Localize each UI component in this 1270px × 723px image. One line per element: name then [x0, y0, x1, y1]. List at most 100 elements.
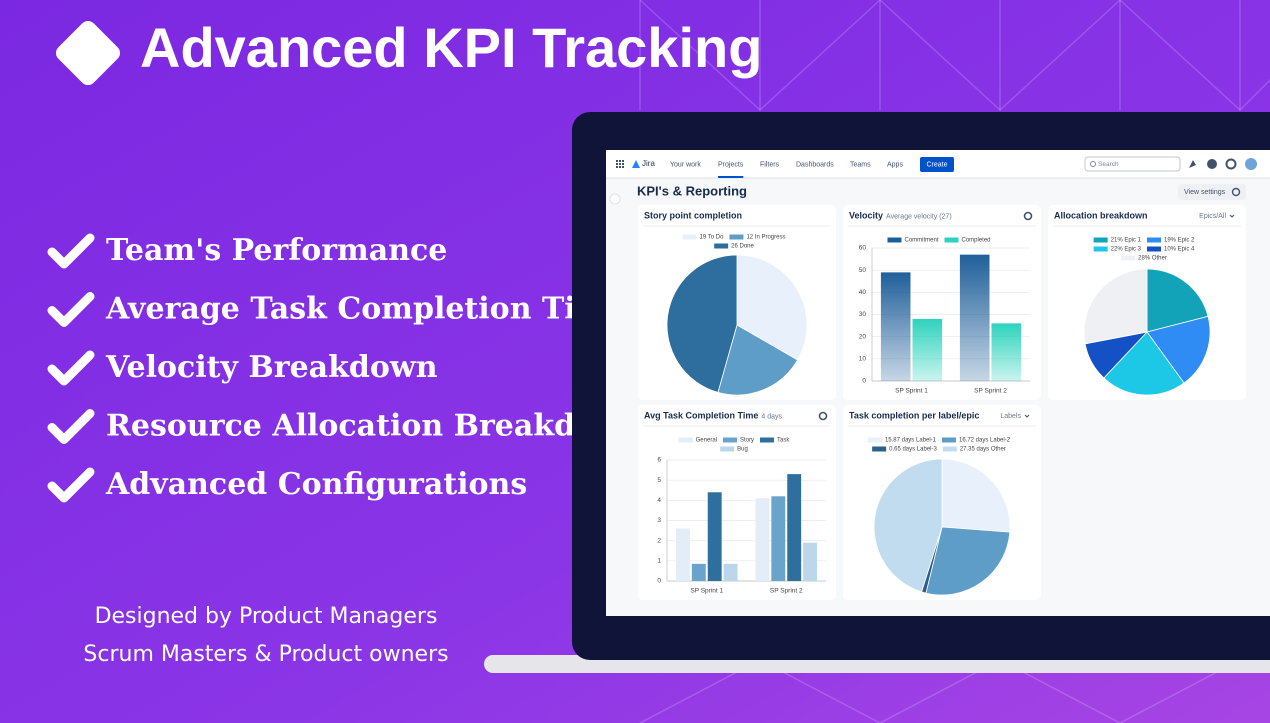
- bar: [912, 318, 943, 381]
- card-settings[interactable]: [818, 411, 828, 421]
- nav-item[interactable]: Projects: [718, 161, 744, 168]
- x-tick-label: SP Sprint 2: [770, 588, 803, 595]
- pie-slice: [873, 458, 943, 593]
- create-label[interactable]: Create: [926, 161, 947, 168]
- legend-label: 16.72 days Label-2: [959, 438, 1011, 444]
- pie-slice: [1103, 331, 1185, 396]
- view-settings-button[interactable]: [1178, 184, 1246, 200]
- bar: [787, 474, 802, 581]
- y-tick-label: 20: [859, 333, 867, 340]
- y-tick-label: 50: [859, 267, 867, 274]
- pie-slice: [1146, 268, 1209, 333]
- nav-item[interactable]: Dashboards: [796, 161, 834, 168]
- chart-title: Task completion per label/epic: [849, 410, 979, 420]
- legend-swatch: [682, 234, 697, 240]
- pie-slice: [1083, 268, 1148, 345]
- legend-label: General: [696, 438, 717, 444]
- nav-item[interactable]: Teams: [850, 161, 871, 168]
- legend-label: 26 Done: [731, 244, 754, 250]
- y-tick-label: 1: [657, 558, 661, 565]
- chart-subtitle: Average velocity (27): [886, 213, 952, 220]
- legend-label: Task: [777, 438, 790, 444]
- legend-label: 10% Epic 4: [1164, 247, 1195, 253]
- filter-dropdown[interactable]: Epics/All: [1199, 213, 1226, 220]
- legend-label: 0.65 days Label-3: [889, 447, 937, 453]
- legend-swatch: [944, 237, 959, 243]
- y-tick-label: 6: [657, 457, 661, 464]
- nav-item[interactable]: Your work: [670, 161, 701, 168]
- legend-label: 15.87 days Label-1: [885, 438, 937, 444]
- legend-label: Story: [740, 438, 754, 444]
- legend-swatch: [1121, 255, 1136, 261]
- create-button[interactable]: [920, 157, 954, 172]
- logo-diamond: [55, 20, 121, 86]
- search-icon: [1090, 161, 1096, 167]
- chart-card: Task completion per label/epic Labels 15.8…: [843, 405, 1041, 600]
- y-tick-label: 5: [657, 477, 661, 484]
- check-icon: [47, 409, 95, 444]
- bar: [675, 528, 690, 581]
- feature-item: Velocity Breakdown: [105, 350, 438, 385]
- legend-label: 21% Epic 1: [1111, 238, 1142, 244]
- pie-slice: [941, 458, 1011, 533]
- x-tick-label: SP Sprint 2: [974, 388, 1007, 395]
- y-tick-label: 4: [657, 497, 661, 504]
- bar: [959, 254, 990, 381]
- dashboard-title: KPI's & Reporting: [637, 183, 747, 198]
- pie-slice: [736, 254, 808, 361]
- legend-swatch: [1147, 237, 1161, 243]
- dashboard: Story point completion 19 To Do 12 In Prog…: [638, 205, 1246, 600]
- search-placeholder[interactable]: Search: [1098, 161, 1119, 168]
- chart-title: Velocity: [849, 210, 883, 220]
- dropdown-caret: [1024, 414, 1030, 418]
- legend-swatch: [1147, 246, 1161, 252]
- card-settings[interactable]: [1023, 211, 1033, 221]
- y-tick-label: 40: [859, 289, 867, 296]
- feature-item: Team's Performance: [106, 233, 447, 268]
- filter-dropdown[interactable]: Labels: [1000, 413, 1021, 420]
- pie-slice: [1146, 315, 1211, 384]
- avatar[interactable]: [1245, 158, 1257, 170]
- jira-logo[interactable]: Jira: [642, 159, 655, 168]
- legend-label: 19% Epic 2: [1164, 238, 1195, 244]
- feature-list: Team's Performance Average Task Completio…: [47, 233, 643, 503]
- y-tick-label: 0: [657, 578, 661, 585]
- help-icon[interactable]: [1207, 159, 1217, 169]
- feature-item: Average Task Completion Time: [105, 292, 627, 327]
- bar: [991, 323, 1022, 381]
- feature-item: Advanced Configurations: [105, 467, 527, 502]
- settings-icon[interactable]: [1225, 158, 1237, 170]
- search-box[interactable]: [1084, 156, 1181, 172]
- nav-item[interactable]: Filters: [760, 161, 780, 168]
- chart-title: Story point completion: [644, 210, 742, 220]
- chart-card: Allocation breakdown Epics/All 21% Epic 1 1…: [1048, 205, 1246, 400]
- check-icon: [47, 292, 95, 327]
- x-tick-label: SP Sprint 1: [895, 388, 928, 395]
- bar: [723, 563, 738, 581]
- app-switcher[interactable]: [616, 160, 624, 168]
- jira-icon: [632, 160, 640, 168]
- feature-item: Resource Allocation Breakdown: [106, 409, 643, 444]
- pie-slice: [666, 254, 738, 393]
- page-title: Advanced KPI Tracking: [140, 16, 762, 79]
- legend-swatch: [1093, 237, 1108, 243]
- sidebar-toggle[interactable]: [609, 193, 621, 205]
- y-tick-label: 0: [862, 378, 866, 385]
- legend-swatch: [678, 437, 693, 443]
- notifications-icon[interactable]: [1189, 160, 1196, 168]
- nav-item[interactable]: Apps: [887, 161, 903, 168]
- legend-label: 12 In Progress: [746, 235, 785, 241]
- y-tick-label: 10: [859, 356, 867, 363]
- legend-label: Commitment: [904, 238, 938, 244]
- chart-subtitle: 4 days: [761, 413, 782, 420]
- legend-swatch: [720, 446, 735, 452]
- check-icon: [47, 350, 95, 386]
- y-tick-label: 2: [657, 537, 661, 544]
- x-tick-label: SP Sprint 1: [690, 588, 723, 595]
- y-tick-label: 3: [657, 517, 661, 524]
- legend-swatch: [887, 237, 902, 243]
- legend-swatch: [729, 234, 744, 240]
- footer-line: Scrum Masters & Product owners: [83, 642, 448, 667]
- view-settings-label[interactable]: View settings: [1184, 189, 1226, 196]
